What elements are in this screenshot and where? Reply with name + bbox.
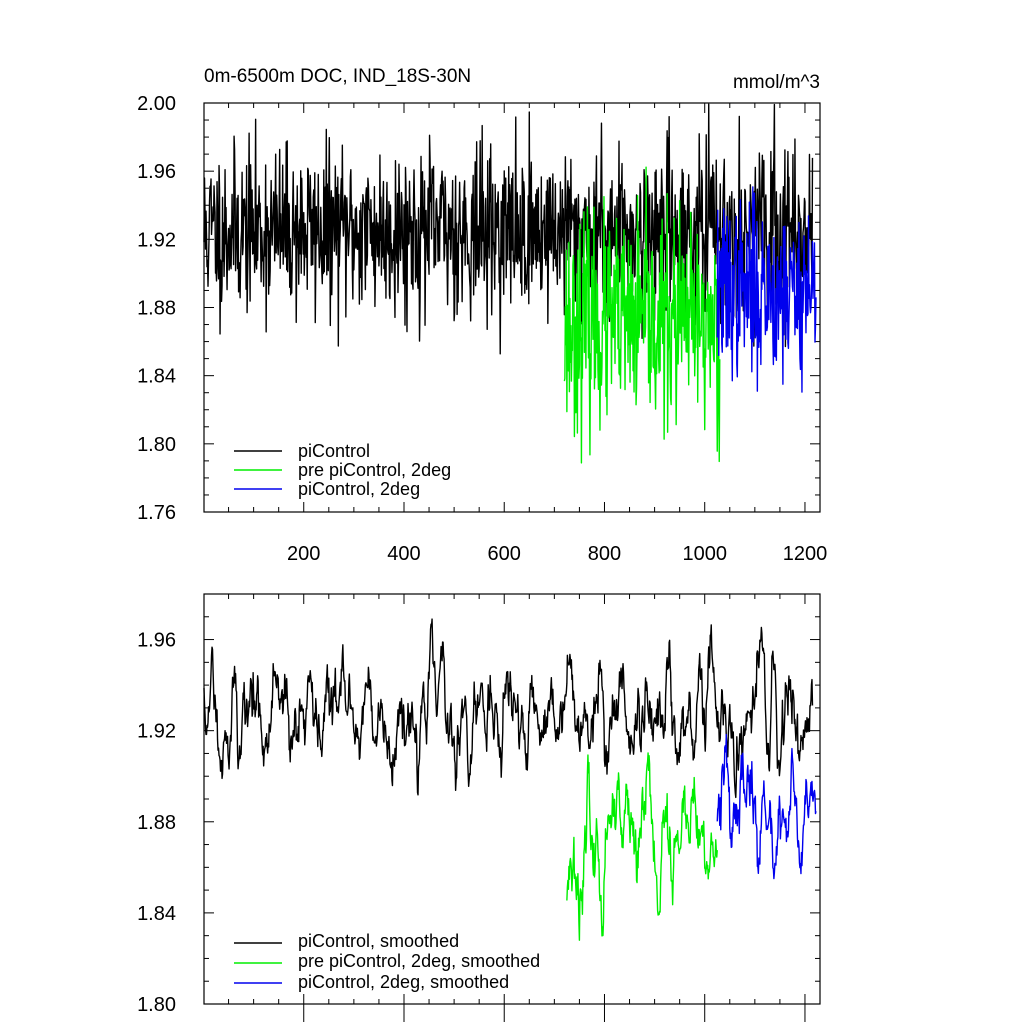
bottom-plot-frame (203, 593, 821, 1005)
top-chart-units: mmol/m^3 (733, 72, 820, 93)
top-y-tick-label: 1.84 (137, 366, 176, 388)
top-legend: piControl pre piControl, 2deg piControl,… (234, 441, 451, 499)
top-series-line-1 (563, 166, 721, 464)
top-y-tick-label: 1.76 (137, 502, 176, 524)
top-x-tick-label: 1000 (682, 543, 727, 565)
bottom-legend-label-1: pre piControl, 2deg, smoothed (298, 951, 540, 971)
bottom-series-line-0 (203, 618, 814, 799)
top-legend-label-1: pre piControl, 2deg (298, 460, 451, 480)
bottom-x-axis (228, 594, 806, 1022)
top-panel: 0m-6500m DOC, IND_18S-30N mmol/m^3 1.761… (137, 66, 827, 565)
top-x-tick-label: 200 (287, 543, 320, 565)
top-y-axis: 1.76 1.80 1.84 1.88 1.92 1.96 2.00 (137, 93, 820, 524)
top-y-tick-label: 1.92 (137, 229, 176, 251)
bottom-series-group (203, 618, 817, 941)
bottom-series-line-1 (566, 752, 718, 941)
bottom-y-tick-label: 1.88 (137, 812, 176, 834)
top-series-line-0 (203, 103, 814, 355)
bottom-legend-label-0: piControl, smoothed (298, 931, 459, 951)
top-y-tick-label: 2.00 (137, 93, 176, 115)
top-y-tick-label: 1.96 (137, 161, 176, 183)
bottom-y-tick-label: 1.80 (137, 994, 176, 1016)
bottom-legend: piControl, smoothed pre piControl, 2deg,… (234, 931, 540, 992)
bottom-y-tick-label: 1.96 (137, 630, 176, 652)
top-x-tick-label: 800 (588, 543, 621, 565)
top-y-tick-label: 1.80 (137, 434, 176, 456)
top-legend-label-2: piControl, 2deg (298, 479, 420, 499)
top-x-axis: 200 400 600 800 1000 1200 (228, 103, 828, 565)
bottom-y-axis: 1.80 1.84 1.88 1.92 1.96 (137, 593, 820, 1016)
bottom-panel: 1.80 1.84 1.88 1.92 1.96 piControl, smoothed… (137, 593, 821, 1022)
bottom-y-tick-label: 1.92 (137, 721, 176, 743)
top-y-tick-label: 1.88 (137, 298, 176, 320)
top-series-line-2 (716, 186, 817, 393)
top-legend-label-0: piControl (298, 441, 370, 461)
bottom-y-tick-label: 1.84 (137, 903, 176, 925)
top-chart-title: 0m-6500m DOC, IND_18S-30N (204, 66, 471, 87)
bottom-series-line-2 (716, 733, 817, 880)
top-x-tick-label: 600 (488, 543, 521, 565)
bottom-legend-label-2: piControl, 2deg, smoothed (298, 972, 509, 992)
top-x-tick-label: 1200 (783, 543, 828, 565)
top-series-group (203, 103, 817, 464)
top-x-tick-label: 400 (387, 543, 420, 565)
